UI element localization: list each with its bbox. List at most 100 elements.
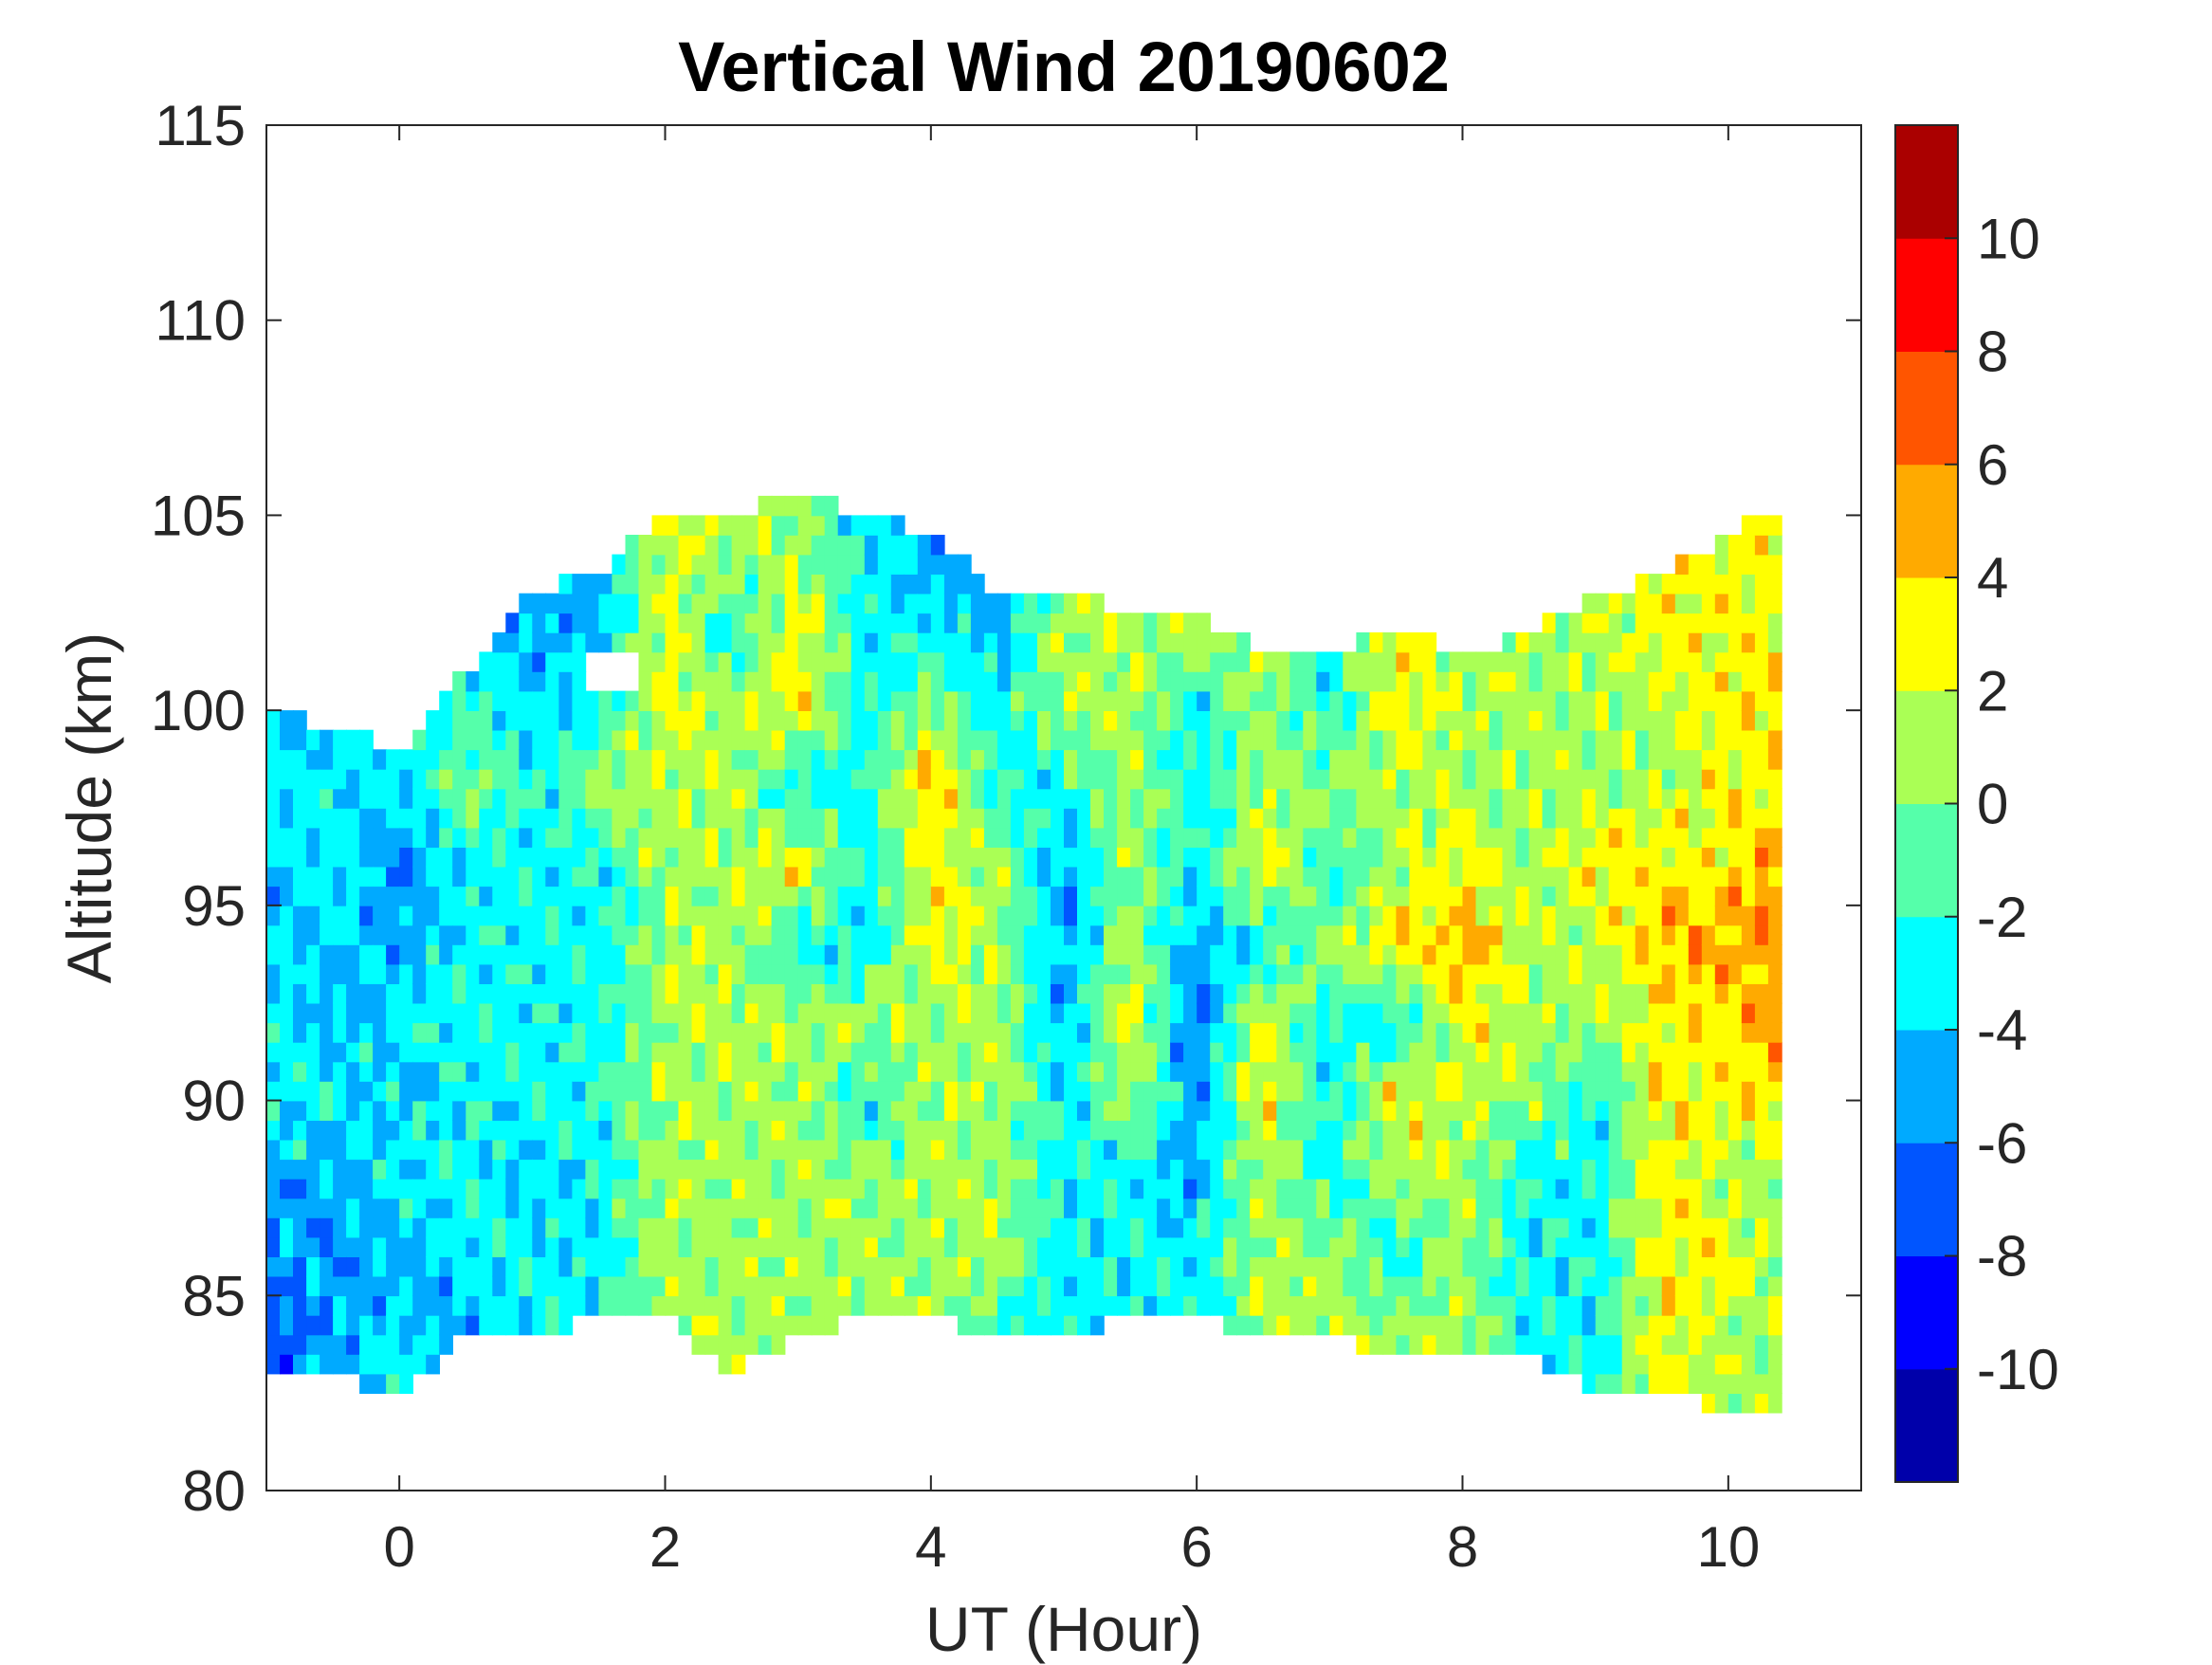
contour-cell	[1595, 886, 1610, 906]
contour-cell	[1223, 651, 1237, 672]
contour-cell	[850, 1256, 866, 1277]
contour-cell	[1595, 963, 1610, 984]
contour-cell	[1635, 768, 1650, 790]
contour-cell	[890, 768, 905, 790]
x-tick-label: 10	[1696, 1515, 1760, 1579]
contour-cell	[333, 1314, 347, 1336]
contour-cell	[1117, 1120, 1131, 1141]
contour-cell	[452, 1256, 466, 1277]
contour-cell	[1714, 671, 1729, 692]
contour-cell	[558, 631, 574, 653]
contour-cell	[1223, 808, 1237, 829]
contour-cell	[1117, 631, 1131, 653]
contour-cell	[1010, 1295, 1025, 1316]
contour-cell	[412, 905, 427, 926]
contour-cell	[1475, 1236, 1490, 1257]
contour-cell	[771, 515, 786, 536]
contour-cell	[545, 1120, 560, 1141]
contour-cell	[598, 1061, 613, 1082]
contour-cell	[1728, 1198, 1743, 1218]
contour-cell	[572, 651, 587, 672]
contour-cell	[1236, 1002, 1251, 1024]
contour-cell	[1117, 1159, 1131, 1180]
contour-cell	[877, 631, 892, 653]
contour-cell	[1157, 1178, 1171, 1199]
contour-cell	[1289, 808, 1305, 829]
contour-cell	[1170, 866, 1184, 887]
contour-cell	[1489, 866, 1504, 887]
contour-cell	[492, 1041, 507, 1063]
contour-cell	[1555, 749, 1570, 770]
contour-cell	[943, 1217, 959, 1238]
contour-cell	[1023, 690, 1038, 711]
contour-cell	[771, 1100, 786, 1121]
contour-cell	[1090, 593, 1105, 614]
contour-cell	[1741, 905, 1756, 926]
contour-cell	[386, 1295, 400, 1316]
contour-cell	[519, 1081, 534, 1102]
contour-cell	[625, 1081, 640, 1102]
contour-cell	[850, 1217, 866, 1238]
contour-cell	[1343, 1022, 1358, 1043]
contour-cell	[704, 593, 720, 614]
contour-cell	[1210, 1139, 1224, 1161]
contour-cell	[824, 1217, 839, 1238]
contour-cell	[373, 1100, 387, 1121]
contour-cell	[1688, 554, 1703, 575]
contour-cell	[1157, 1120, 1171, 1141]
contour-cell	[797, 651, 813, 672]
contour-cell	[1515, 1002, 1530, 1024]
contour-cell	[558, 1041, 574, 1063]
contour-cell	[545, 631, 560, 653]
contour-cell	[890, 749, 905, 770]
contour-cell	[1130, 1178, 1144, 1199]
contour-cell	[1542, 808, 1557, 829]
contour-cell	[1661, 1178, 1676, 1199]
contour-cell	[1010, 1139, 1025, 1161]
contour-cell	[957, 690, 972, 711]
contour-cell	[1369, 1275, 1384, 1297]
contour-cell	[519, 710, 534, 731]
contour-cell	[1051, 710, 1065, 731]
contour-cell	[678, 1041, 693, 1063]
contour-cell	[1688, 1334, 1703, 1355]
contour-cell	[612, 690, 627, 711]
contour-cell	[1542, 1061, 1557, 1082]
contour-cell	[1502, 1217, 1517, 1238]
contour-cell	[1289, 905, 1305, 926]
contour-cell	[837, 593, 852, 614]
contour-cell	[598, 983, 613, 1004]
contour-cell	[1263, 808, 1277, 829]
contour-cell	[1462, 1139, 1477, 1161]
contour-cell	[1023, 671, 1038, 692]
contour-cell	[996, 651, 1012, 672]
contour-cell	[665, 671, 680, 692]
contour-cell	[1250, 1061, 1264, 1082]
contour-cell	[598, 1002, 613, 1024]
contour-cell	[266, 1217, 281, 1238]
contour-cell	[1608, 924, 1623, 945]
contour-cell	[1542, 1178, 1557, 1199]
contour-cell	[904, 886, 919, 906]
contour-cell	[1316, 1236, 1331, 1257]
contour-cell	[784, 886, 799, 906]
contour-cell	[1674, 1178, 1690, 1199]
contour-cell	[399, 963, 413, 984]
contour-cell	[811, 749, 826, 770]
contour-cell	[1621, 1256, 1636, 1277]
contour-cell	[1741, 1120, 1756, 1141]
contour-cell	[837, 924, 852, 945]
contour-cell	[1475, 983, 1490, 1004]
contour-cell	[1741, 1139, 1756, 1161]
contour-cell	[545, 1236, 560, 1257]
contour-cell	[306, 866, 320, 887]
contour-cell	[1117, 749, 1131, 770]
contour-cell	[545, 768, 560, 790]
contour-cell	[771, 1159, 786, 1180]
contour-cell	[1382, 1061, 1398, 1082]
contour-cell	[1289, 1295, 1305, 1316]
contour-cell	[1714, 631, 1729, 653]
contour-cell	[1728, 710, 1743, 731]
contour-cell	[970, 729, 985, 751]
contour-cell	[1236, 1198, 1251, 1218]
